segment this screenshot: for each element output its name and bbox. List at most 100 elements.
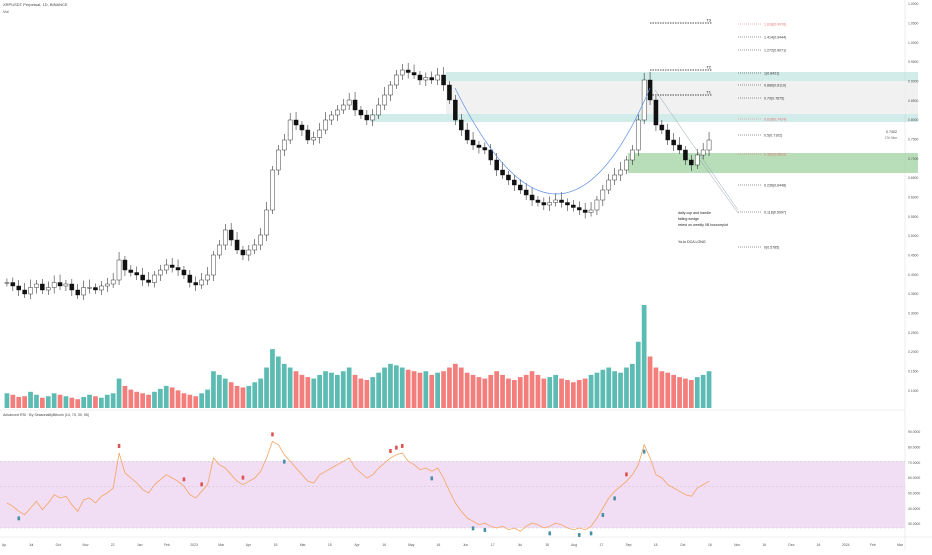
- volume-bar: [281, 363, 287, 408]
- candle-body: [22, 289, 27, 295]
- volume-bar: [10, 394, 16, 408]
- price-axis-label: 0.6000: [908, 196, 918, 200]
- volume-bar: [364, 380, 370, 408]
- annotation-text: Yo-lo DCA LONG: [678, 240, 706, 244]
- volume-bar: [653, 367, 659, 408]
- candle-body: [523, 189, 529, 196]
- candle-body: [75, 289, 81, 296]
- candle-body: [258, 234, 263, 246]
- rsi-signal-marker: [642, 449, 646, 454]
- candle-body: [671, 139, 676, 146]
- candle-body: [16, 285, 22, 291]
- candle-body: [93, 287, 98, 291]
- price-axis-label: 0.1500: [908, 370, 918, 374]
- candle-body: [494, 159, 499, 171]
- rsi-signal-marker: [400, 444, 404, 448]
- price-axis-label: 0.3000: [908, 312, 918, 316]
- volume-bar: [211, 371, 216, 408]
- rsi-signal-marker: [395, 445, 398, 450]
- time-axis-label: Ap: [2, 543, 6, 547]
- volume-bar: [75, 399, 81, 408]
- candle-body: [588, 209, 594, 213]
- candle-body: [299, 124, 305, 131]
- rsi-signal-marker: [282, 459, 286, 464]
- volume-bar: [447, 367, 452, 408]
- candle-body: [335, 109, 340, 116]
- rsi-axis-label: 50.0000: [908, 492, 920, 496]
- volume-bar: [16, 396, 22, 408]
- fib-label: 0.5(0.7102): [764, 133, 782, 137]
- time-axis-label: Jun: [463, 543, 469, 547]
- candle-body: [677, 144, 682, 151]
- candle-body: [441, 74, 446, 86]
- volume-bar: [157, 388, 163, 408]
- volume-bar: [181, 393, 187, 408]
- candle-body: [140, 274, 145, 281]
- cup-curve: [454, 87, 651, 195]
- target-label: T1: [706, 90, 711, 95]
- candle-body: [458, 119, 464, 131]
- rsi-signal-marker: [430, 476, 434, 481]
- volume-bar: [240, 387, 246, 408]
- candle-body: [116, 259, 122, 281]
- candle-body: [205, 274, 210, 281]
- volume-bar: [358, 378, 364, 408]
- candle-body: [193, 282, 199, 286]
- rsi-signal-marker: [471, 526, 475, 531]
- volume-bar: [582, 378, 588, 408]
- volume-bar: [559, 378, 564, 408]
- candle-body: [264, 209, 269, 236]
- candle-body: [317, 129, 322, 138]
- candle-body: [122, 259, 128, 271]
- demand-zone: [628, 153, 918, 173]
- volume-bar: [647, 356, 653, 408]
- volume-bar: [435, 372, 441, 408]
- candle-body: [689, 159, 694, 166]
- candle-body: [305, 129, 311, 141]
- time-axis-label: 16: [817, 543, 821, 547]
- candle-body: [665, 129, 671, 141]
- volume-bar: [28, 391, 33, 408]
- candle-body: [600, 189, 606, 201]
- fib-label: 1(0.8421): [764, 71, 779, 75]
- volume-bar: [476, 377, 482, 408]
- price-axis-label: 0.9500: [908, 60, 918, 64]
- price-tag: 0.7402: [886, 130, 897, 134]
- time-axis-label: Jul: [29, 543, 34, 547]
- volume-bar: [287, 367, 293, 408]
- candle-body: [464, 129, 470, 141]
- candle-body: [683, 149, 688, 161]
- candle-body: [630, 149, 635, 161]
- rsi-signal-marker: [271, 432, 274, 437]
- volume-bar: [51, 393, 57, 408]
- volume-bar: [671, 374, 677, 408]
- rsi-band: [0, 461, 905, 528]
- candle-body: [69, 283, 75, 291]
- candle-body: [435, 74, 440, 81]
- volume-bar: [228, 382, 234, 408]
- time-axis-label: 17: [491, 543, 495, 547]
- volume-bar: [659, 371, 665, 408]
- time-axis-label: Apr: [246, 543, 252, 547]
- candle-body: [163, 264, 169, 271]
- volume-bar: [4, 393, 10, 408]
- volume-bar: [417, 372, 423, 408]
- time-axis-label: Feb: [164, 543, 170, 547]
- candle-body: [34, 283, 39, 288]
- volume-bar: [624, 367, 629, 408]
- time-axis-label: Jan: [137, 543, 143, 547]
- volume-bar: [535, 374, 541, 408]
- volume-bar: [706, 371, 712, 408]
- time-axis-label: Jul: [518, 543, 523, 547]
- price-axis-label: 0.1000: [908, 389, 918, 393]
- rsi-signal-marker: [483, 528, 487, 532]
- volume-bar: [511, 380, 517, 408]
- volume-bar: [299, 374, 305, 408]
- candle-body: [535, 199, 541, 203]
- volume-bar: [128, 389, 134, 408]
- volume-bar: [382, 367, 387, 408]
- candle-body: [228, 229, 234, 241]
- candle-body: [694, 154, 700, 166]
- time-axis-label: Feb: [870, 543, 876, 547]
